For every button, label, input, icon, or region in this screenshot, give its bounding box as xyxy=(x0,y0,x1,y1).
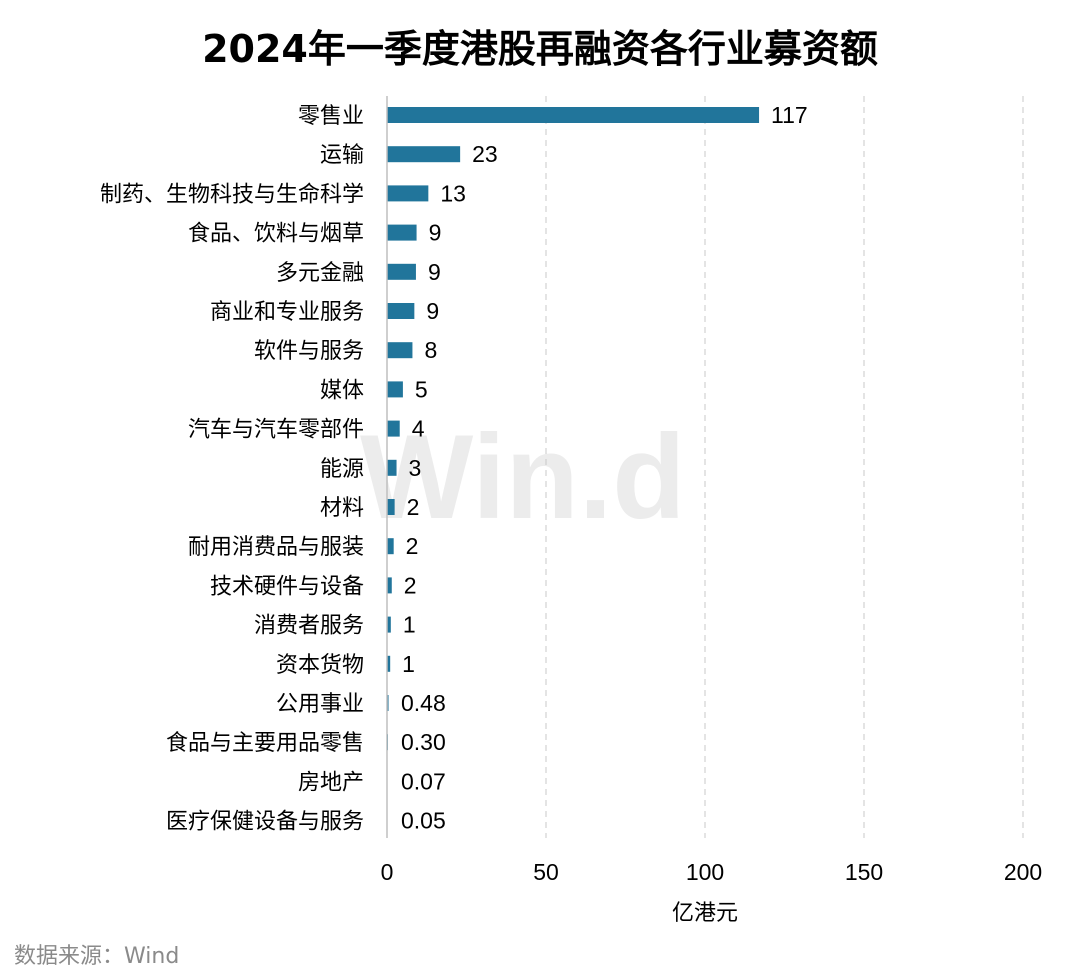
value-label: 8 xyxy=(424,337,437,363)
bar-9 xyxy=(387,459,397,476)
value-label: 1 xyxy=(403,612,416,638)
chart-title: 2024年一季度港股再融资各行业募资额 xyxy=(202,27,878,71)
value-label: 1 xyxy=(402,651,415,677)
value-label: 9 xyxy=(428,259,441,285)
value-label: 117 xyxy=(771,102,808,128)
category-label: 多元金融 xyxy=(276,261,364,286)
category-label: 技术硬件与设备 xyxy=(210,574,364,599)
category-label: 汽车与汽车零部件 xyxy=(188,418,364,443)
bar-12 xyxy=(387,577,392,594)
x-axis-title: 亿港元 xyxy=(672,901,738,926)
category-label: 公用事业 xyxy=(276,692,364,717)
value-label: 2 xyxy=(406,533,419,559)
bar-3 xyxy=(387,224,417,241)
category-label: 商业和专业服务 xyxy=(210,300,364,325)
category-label: 消费者服务 xyxy=(254,614,364,639)
category-label: 房地产 xyxy=(298,770,364,795)
value-label: 5 xyxy=(415,376,428,402)
category-labels: 零售业运输制药、生物科技与生命科学食品、饮料与烟草多元金融商业和专业服务软件与服… xyxy=(100,104,364,835)
category-label: 软件与服务 xyxy=(254,339,364,364)
x-tick-label: 150 xyxy=(845,859,883,885)
category-label: 运输 xyxy=(320,143,364,168)
value-label: 0.05 xyxy=(401,808,446,834)
bar-13 xyxy=(387,616,391,633)
category-label: 食品与主要用品零售 xyxy=(166,731,364,756)
value-label: 9 xyxy=(426,298,439,324)
bar-15 xyxy=(387,695,389,711)
bar-1 xyxy=(387,146,461,163)
x-tick-label: 50 xyxy=(533,859,559,885)
watermark: Win.d xyxy=(360,410,686,544)
bar-4 xyxy=(387,263,416,280)
category-label: 医疗保健设备与服务 xyxy=(166,810,364,835)
source-note: 数据来源：Wind xyxy=(14,944,180,969)
category-label: 资本货物 xyxy=(276,653,364,678)
category-label: 制药、生物科技与生命科学 xyxy=(100,182,364,207)
value-label: 2 xyxy=(404,572,417,598)
category-label: 材料 xyxy=(320,496,364,521)
value-label: 23 xyxy=(472,141,498,167)
x-tick-label: 100 xyxy=(686,859,724,885)
value-label: 4 xyxy=(412,416,425,442)
bar-14 xyxy=(387,655,391,672)
value-label: 13 xyxy=(440,180,466,206)
category-label: 食品、饮料与烟草 xyxy=(188,222,364,247)
x-tick-labels: 0 50 100 150 200 xyxy=(381,859,1043,885)
category-label: 能源 xyxy=(320,457,364,482)
value-label: 9 xyxy=(429,220,442,246)
x-tick-label: 200 xyxy=(1004,859,1042,885)
value-label: 2 xyxy=(407,494,420,520)
category-label: 媒体 xyxy=(320,378,364,403)
bar-0 xyxy=(387,107,760,123)
bars xyxy=(387,107,760,829)
bar-7 xyxy=(387,381,403,398)
bar-6 xyxy=(387,342,413,359)
category-label: 零售业 xyxy=(298,104,364,129)
bar-5 xyxy=(387,303,415,319)
bar-2 xyxy=(387,185,429,202)
grid-lines xyxy=(545,96,1024,838)
bar-10 xyxy=(387,499,395,515)
category-label: 耐用消费品与服装 xyxy=(188,535,364,560)
value-label: 0.07 xyxy=(401,768,446,794)
bar-8 xyxy=(387,420,400,437)
x-tick-label: 0 xyxy=(381,859,394,885)
value-label: 0.48 xyxy=(401,690,446,716)
value-label: 3 xyxy=(409,455,422,481)
value-label: 0.30 xyxy=(401,729,446,755)
bar-11 xyxy=(387,538,394,555)
